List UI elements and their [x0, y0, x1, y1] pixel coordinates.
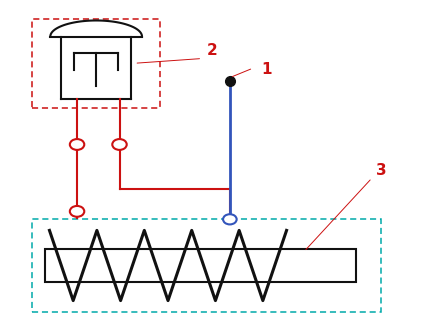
- Circle shape: [223, 214, 237, 225]
- Bar: [45, 249, 356, 282]
- Circle shape: [70, 206, 84, 217]
- Text: 2: 2: [206, 43, 217, 58]
- Text: 1: 1: [262, 63, 272, 77]
- Circle shape: [70, 139, 84, 150]
- Circle shape: [112, 139, 127, 150]
- Bar: [33, 219, 381, 312]
- Text: 3: 3: [376, 163, 387, 178]
- Bar: [33, 19, 160, 108]
